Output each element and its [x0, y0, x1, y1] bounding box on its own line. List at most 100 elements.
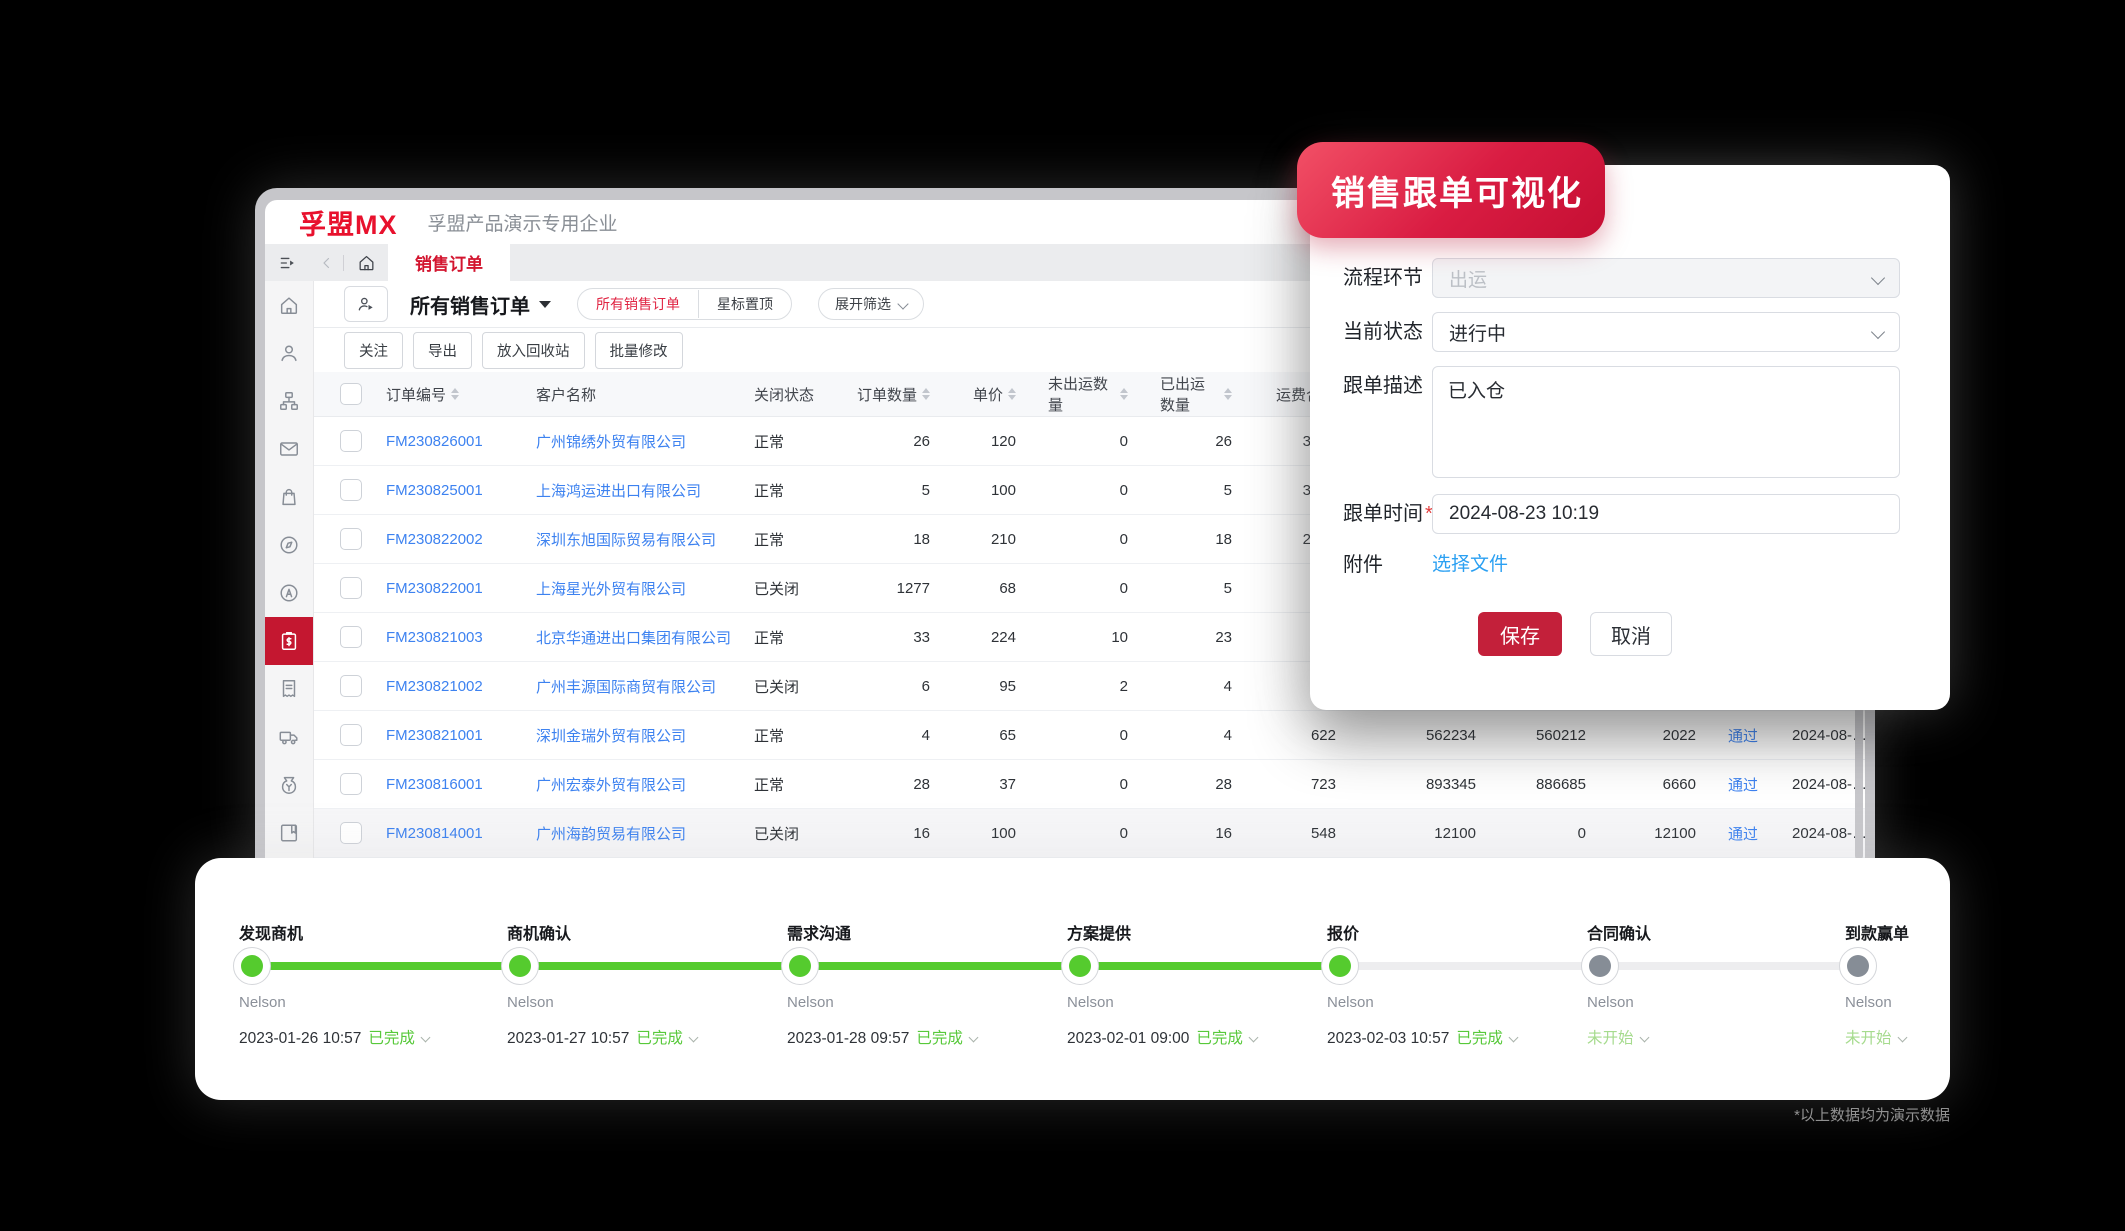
row-checkbox[interactable] [340, 675, 362, 697]
sidebar-item-purchase[interactable] [265, 473, 313, 521]
header-cell-4[interactable]: 订单数量 [838, 384, 946, 405]
order-number-link[interactable]: FM230821001 [386, 726, 483, 744]
sidebar-item-home[interactable] [265, 281, 313, 329]
select-all-checkbox[interactable] [340, 383, 362, 405]
order-number-link[interactable]: FM230826001 [386, 432, 483, 450]
sidebar-item-assistant[interactable] [265, 569, 313, 617]
row-checkbox[interactable] [340, 773, 362, 795]
customer-name-link[interactable]: 广州海韵贸易有限公司 [536, 825, 687, 843]
expand-filter-button[interactable]: 展开筛选 [818, 288, 924, 320]
approval-status-link[interactable]: 通过 [1728, 776, 1759, 794]
tab-sales-order[interactable]: 销售订单 [388, 244, 510, 281]
header-cell-6[interactable]: 未出运数量 [1032, 373, 1144, 415]
row-checkbox[interactable] [340, 577, 362, 599]
view-title-dropdown[interactable]: 所有销售订单 [410, 290, 551, 319]
customer-name-link[interactable]: 上海星光外贸有限公司 [536, 580, 687, 598]
back-chevron-icon[interactable] [311, 244, 343, 281]
approval-status-link[interactable]: 通过 [1728, 825, 1759, 843]
home-icon[interactable] [344, 244, 388, 281]
sidebar-item-contacts[interactable] [265, 329, 313, 377]
current-status-select[interactable]: 进行中 [1432, 312, 1900, 352]
row-checkbox[interactable] [340, 724, 362, 746]
row-checkbox[interactable] [340, 528, 362, 550]
customer-name-link[interactable]: 深圳金瑞外贸有限公司 [536, 727, 687, 745]
cell: 16 [1215, 824, 1232, 842]
cell: FM230821003 [370, 629, 520, 646]
order-number-link[interactable]: FM230822002 [386, 530, 483, 548]
choose-file-link[interactable]: 选择文件 [1432, 554, 1509, 575]
header-cell-1[interactable]: 订单编号 [370, 384, 520, 405]
cell: 95 [999, 677, 1016, 695]
table-row[interactable]: FM230821001 深圳金瑞外贸有限公司 正常 4 65 0 4 622 562234 560… [314, 711, 1865, 760]
follow-button[interactable]: 关注 [344, 331, 403, 369]
table-row[interactable]: FM230814001 广州海韵贸易有限公司 已关闭 16 100 0 16 548 12100… [314, 809, 1865, 858]
customer-name-link[interactable]: 深圳东旭国际贸易有限公司 [536, 531, 717, 549]
sidebar-item-finance[interactable] [265, 761, 313, 809]
customer-name-link[interactable]: 上海鸿运进出口有限公司 [536, 482, 702, 500]
timeline-stage-status[interactable]: 2023-01-26 10:57 已完成 [239, 1026, 431, 1048]
order-number-link[interactable]: FM230816001 [386, 775, 483, 793]
pill-starred-top[interactable]: 星标置顶 [717, 296, 773, 312]
order-number-link[interactable]: FM230814001 [386, 824, 483, 842]
cell: 100 [990, 481, 1016, 499]
stage-date: 2023-02-03 10:57 [1327, 1030, 1450, 1047]
pill-all-sales-orders[interactable]: 所有销售订单 [596, 296, 680, 312]
vertical-scrollbar-thumb[interactable] [1855, 660, 1863, 860]
collapse-menu-icon[interactable] [265, 244, 311, 281]
row-checkbox-cell [314, 724, 370, 746]
timeline-stage-status[interactable]: 2023-01-27 10:57 已完成 [507, 1026, 699, 1048]
header-cell-5[interactable]: 单价 [946, 384, 1032, 405]
sort-arrows-icon[interactable] [1224, 388, 1232, 400]
order-number-link[interactable]: FM230821003 [386, 628, 483, 646]
sidebar-item-org[interactable] [265, 377, 313, 425]
customer-name-link[interactable]: 广州锦绣外贸有限公司 [536, 433, 687, 451]
cell: FM230816001 [370, 776, 520, 793]
sidebar-item-mail[interactable] [265, 425, 313, 473]
owner-filter-button[interactable] [344, 286, 388, 322]
row-checkbox[interactable] [340, 430, 362, 452]
save-button[interactable]: 保存 [1478, 612, 1562, 656]
table-row[interactable]: FM230816001 广州宏泰外贸有限公司 正常 28 37 0 28 723 893345 8… [314, 760, 1865, 809]
sort-arrows-icon[interactable] [1120, 388, 1128, 400]
sidebar-item-docs[interactable] [265, 809, 313, 857]
sort-arrows-icon[interactable] [1008, 388, 1016, 400]
order-number-link[interactable]: FM230825001 [386, 481, 483, 499]
timeline-stage-status[interactable]: 2023-01-28 09:57 已完成 [787, 1026, 979, 1048]
move-to-recycle-button[interactable]: 放入回收站 [482, 331, 585, 369]
sort-arrows-icon[interactable] [451, 388, 460, 400]
row-checkbox[interactable] [340, 626, 362, 648]
sidebar-item-receipt[interactable] [265, 665, 313, 713]
customer-name-link[interactable]: 北京华通进出口集团有限公司 [536, 629, 732, 647]
approval-status-link[interactable]: 通过 [1728, 727, 1759, 745]
timeline-stage-status[interactable]: 2023-02-03 10:57 已完成 [1327, 1026, 1519, 1048]
process-step-select[interactable]: 出运 [1432, 258, 1900, 298]
stage-status-text: 已完成 [368, 1030, 415, 1047]
timeline-stage-status[interactable]: 2023-02-01 09:00 已完成 [1067, 1026, 1259, 1048]
sidebar-item-sales-order[interactable] [265, 617, 313, 665]
export-button[interactable]: 导出 [413, 331, 472, 369]
timeline-stage-status[interactable]: 未开始 [1587, 1026, 1649, 1048]
customer-name-link[interactable]: 广州丰源国际商贸有限公司 [536, 678, 717, 696]
tracking-time-input[interactable]: 2024-08-23 10:19 [1432, 494, 1900, 534]
row-checkbox[interactable] [340, 479, 362, 501]
sidebar-item-explore[interactable] [265, 521, 313, 569]
batch-edit-button[interactable]: 批量修改 [594, 331, 683, 369]
sort-arrows-icon[interactable] [922, 388, 930, 400]
timeline-stage-owner: Nelson [1327, 994, 1374, 1011]
header-cell-7[interactable]: 已出运数量 [1144, 373, 1248, 415]
order-number-link[interactable]: FM230822001 [386, 579, 483, 597]
cell: 正常 [754, 727, 785, 745]
cancel-button[interactable]: 取消 [1590, 612, 1672, 656]
order-number-link[interactable]: FM230821002 [386, 677, 483, 695]
timeline-stage-status[interactable]: 未开始 [1845, 1026, 1907, 1048]
sidebar-item-logistics[interactable] [265, 713, 313, 761]
cell: 2024-08-… [1792, 824, 1865, 842]
cell: 18 [913, 530, 930, 548]
cell: 26 [913, 432, 930, 450]
row-checkbox[interactable] [340, 822, 362, 844]
current-status-label: 当前状态 [1343, 321, 1423, 343]
tracking-desc-textarea[interactable]: 已入仓 [1432, 366, 1900, 478]
timeline-stage-label: 方案提供 [1067, 926, 1132, 943]
customer-name-link[interactable]: 广州宏泰外贸有限公司 [536, 776, 687, 794]
sidebar-nav [265, 281, 314, 860]
